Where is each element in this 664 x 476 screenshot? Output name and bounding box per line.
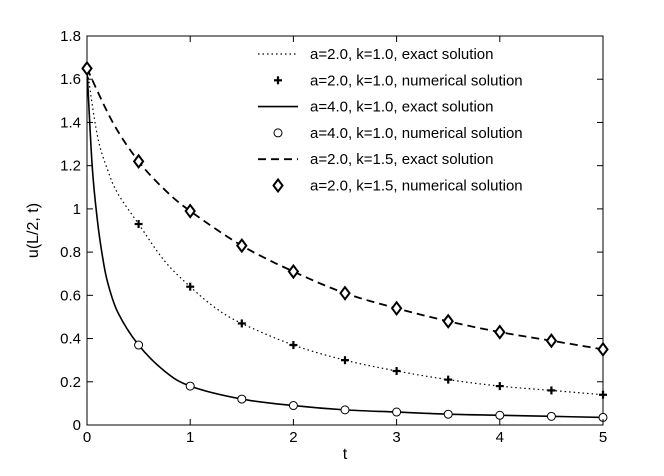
series-point-3 bbox=[340, 405, 350, 415]
series-point-1 bbox=[134, 220, 143, 229]
y-tick-label: 0 bbox=[73, 417, 81, 434]
plot-frame bbox=[86, 35, 604, 426]
series-point-1 bbox=[341, 356, 349, 365]
series-point-5 bbox=[442, 313, 454, 329]
series-point-3 bbox=[185, 381, 195, 391]
series-point-5 bbox=[390, 300, 403, 316]
legend-label-0: a=2.0, k=1.0, exact solution bbox=[310, 46, 493, 63]
series-point-3 bbox=[443, 409, 453, 419]
series-point-1 bbox=[599, 390, 607, 399]
series-point-3 bbox=[134, 340, 144, 350]
plot-area: 0 1 2 3 4 5 0 0.2 0.4 0.6 0.8 1 1.2 1.4 1.6 1.8 bbox=[60, 28, 609, 446]
series-layer bbox=[81, 60, 609, 422]
x-tick-label: 5 bbox=[599, 429, 607, 446]
y-tick-label: 0.8 bbox=[60, 244, 81, 261]
series-point-5 bbox=[287, 263, 300, 280]
y-tick-label: 0.4 bbox=[60, 331, 81, 348]
legend-label-5: a=2.0, k=1.5, numerical solution bbox=[310, 178, 523, 195]
series-point-5 bbox=[81, 60, 93, 77]
series-point-3 bbox=[237, 394, 247, 404]
x-tick-label: 0 bbox=[83, 429, 91, 446]
series-point-3 bbox=[288, 401, 298, 411]
x-tick-label: 4 bbox=[496, 429, 504, 446]
series-point-5 bbox=[236, 237, 248, 254]
series-point-5 bbox=[494, 324, 506, 340]
x-tick-label: 1 bbox=[186, 429, 194, 446]
y-tick-label: 0.2 bbox=[60, 374, 81, 391]
legend-label-3: a=4.0, k=1.0, numerical solution bbox=[310, 125, 523, 142]
legend-label-4: a=2.0, k=1.5, exact solution bbox=[310, 151, 493, 168]
legend-marker-3 bbox=[273, 128, 283, 138]
series-point-1 bbox=[392, 366, 401, 375]
series-point-1 bbox=[444, 375, 453, 384]
series-point-5 bbox=[132, 153, 145, 170]
y-tick-label: 1.4 bbox=[60, 114, 81, 131]
series-point-1 bbox=[237, 319, 246, 328]
x-tick-label: 2 bbox=[289, 429, 297, 446]
x-axis-label: t bbox=[343, 446, 348, 463]
y-axis-label: u(L/2, t) bbox=[25, 203, 42, 258]
legend-label-2: a=4.0, k=1.0, exact solution bbox=[310, 99, 493, 116]
series-point-5 bbox=[597, 341, 609, 358]
y-tick-label: 1.6 bbox=[60, 71, 81, 88]
y-tick-label: 1 bbox=[73, 201, 81, 218]
series-point-3 bbox=[546, 411, 556, 421]
legend-marker-1 bbox=[274, 76, 282, 85]
series-point-3 bbox=[495, 410, 505, 420]
series-point-1 bbox=[547, 386, 556, 395]
series-line-0 bbox=[86, 68, 604, 396]
series-point-1 bbox=[495, 382, 504, 391]
legend-marker-5 bbox=[272, 177, 284, 194]
series-point-1 bbox=[186, 282, 195, 291]
series-point-5 bbox=[184, 203, 196, 219]
x-tick-label: 3 bbox=[392, 429, 400, 446]
legend: a=2.0, k=1.0, exact solution a=2.0, k=1.0… bbox=[258, 46, 523, 195]
y-tick-label: 0.6 bbox=[60, 287, 81, 304]
series-point-5 bbox=[545, 333, 558, 349]
y-tick-label: 1.2 bbox=[60, 158, 81, 175]
series-point-5 bbox=[339, 285, 351, 301]
legend-label-1: a=2.0, k=1.0, numerical solution bbox=[310, 72, 523, 89]
series-point-1 bbox=[289, 341, 298, 350]
y-tick-label: 1.8 bbox=[60, 28, 81, 45]
series-point-3 bbox=[392, 407, 402, 417]
ticks-layer: 0 1 2 3 4 5 0 0.2 0.4 0.6 0.8 1 1.2 1.4 1.6 1.8 bbox=[60, 28, 607, 446]
